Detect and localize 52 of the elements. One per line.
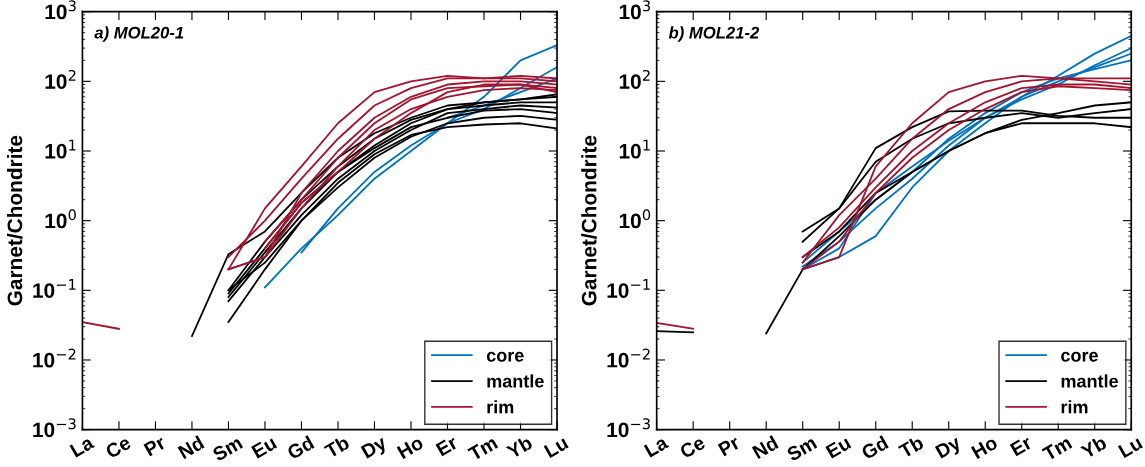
x-tick-label: Lu [543, 435, 569, 459]
x-tick-label: Sm [785, 435, 818, 462]
x-tick-label: Tm [1041, 435, 1073, 462]
text: a) MOL20-1 [94, 26, 184, 42]
x-tick-label: Yb [1079, 434, 1108, 460]
y-tick-label: 10$^{3}$ [45, 0, 76, 20]
x-tick-label: Ho [396, 435, 425, 460]
y-tick-label: 10$^{2}$ [619, 69, 650, 89]
y-tick-label: 10$^{−2}$ [33, 348, 76, 368]
y-axis-title: Garnet/Chondrite [6, 135, 23, 306]
x-tick-label: Tb [323, 434, 351, 459]
x-tick-label: Ce [104, 435, 132, 459]
legend-label: core [1061, 351, 1098, 362]
x-tick-label: Sm [211, 435, 244, 462]
y-tick-label: 10$^{−2}$ [607, 348, 650, 368]
y-tick-label: 10$^{0}$ [45, 209, 76, 229]
x-tick-label: Er [435, 435, 459, 457]
x-tick-label: Dy [934, 435, 964, 462]
x-tick-label: La [69, 435, 95, 458]
x-tick-label: Eu [825, 435, 852, 459]
y-tick-label: 10$^{−3}$ [607, 418, 650, 438]
x-tick-label: Yb [505, 434, 534, 460]
x-tick-label: Eu [251, 435, 278, 459]
x-tick-label: Nd [751, 435, 779, 460]
y-tick-label: 10$^{2}$ [45, 69, 76, 89]
x-tick-label: Tb [897, 434, 925, 459]
legend-label: mantle [1061, 374, 1119, 388]
x-tick-label: Dy [360, 435, 390, 462]
x-tick-label: Ce [678, 435, 706, 459]
legend-label: core [486, 351, 524, 362]
x-tick-label: Pr [717, 435, 741, 457]
x-tick-label: Lu [1117, 435, 1144, 459]
y-tick-label: 10$^{1}$ [45, 139, 76, 159]
legend-label: rim [1061, 400, 1088, 414]
y-tick-label: 10$^{3}$ [619, 0, 650, 20]
y-tick-label: 10$^{1}$ [619, 139, 650, 159]
y-tick-label: 10$^{−3}$ [33, 418, 76, 438]
x-tick-label: Tm [467, 435, 499, 462]
y-tick-label: 10$^{−1}$ [33, 279, 76, 298]
x-tick-label: Gd [860, 435, 889, 460]
x-tick-label: Ho [970, 435, 999, 460]
x-tick-label: Gd [285, 435, 315, 460]
text: b) MOL21-2 [668, 26, 760, 42]
legend-label: rim [487, 400, 514, 414]
legend-label: mantle [487, 374, 544, 388]
y-tick-label: 10$^{−1}$ [607, 279, 650, 298]
x-tick-label: Pr [143, 435, 167, 457]
y-tick-label: 10$^{0}$ [619, 209, 651, 229]
x-tick-label: Er [1009, 435, 1033, 457]
x-tick-label: Nd [177, 435, 205, 460]
y-axis-title: Garnet/Chondrite [581, 135, 597, 306]
x-tick-label: La [643, 435, 670, 458]
